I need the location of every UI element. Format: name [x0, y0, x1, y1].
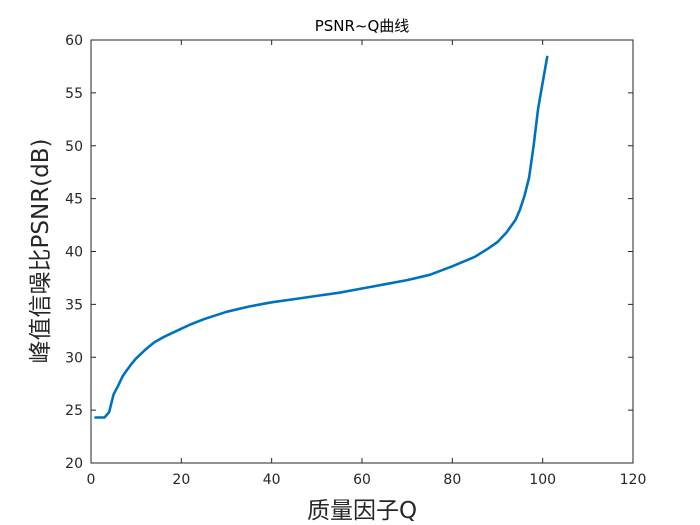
x-tick-label: 20 — [172, 472, 190, 488]
x-tick-label: 0 — [87, 472, 96, 488]
y-tick-label: 35 — [65, 297, 83, 313]
x-tick-label: 40 — [263, 472, 281, 488]
y-axis-label: 峰值信噪比PSNR(dB) — [28, 139, 54, 364]
plot-area — [91, 40, 633, 463]
y-tick-label: 40 — [65, 245, 83, 261]
x-tick-label: 100 — [529, 472, 556, 488]
chart-title: PSNR~Q曲线 — [315, 17, 410, 35]
x-tick-label: 120 — [620, 472, 647, 488]
x-tick-labels: 0 20 40 60 80 100 120 — [87, 472, 647, 488]
y-tick-label: 20 — [65, 456, 83, 472]
y-tick-label: 50 — [65, 139, 83, 155]
y-tick-label: 45 — [65, 192, 83, 208]
y-tick-labels: 20 25 30 35 40 45 50 55 60 — [65, 33, 83, 472]
series-line-0 — [94, 55, 549, 419]
series-layer — [94, 55, 549, 419]
x-tick-label: 60 — [353, 472, 371, 488]
axes-frame — [90, 39, 634, 464]
y-tick-label: 55 — [65, 86, 83, 102]
x-axis-label: 质量因子Q — [307, 498, 417, 524]
x-tick-label: 80 — [443, 472, 461, 488]
y-tick-label: 25 — [65, 403, 83, 419]
y-tick-label: 30 — [65, 350, 83, 366]
y-tick-label: 60 — [65, 33, 83, 49]
